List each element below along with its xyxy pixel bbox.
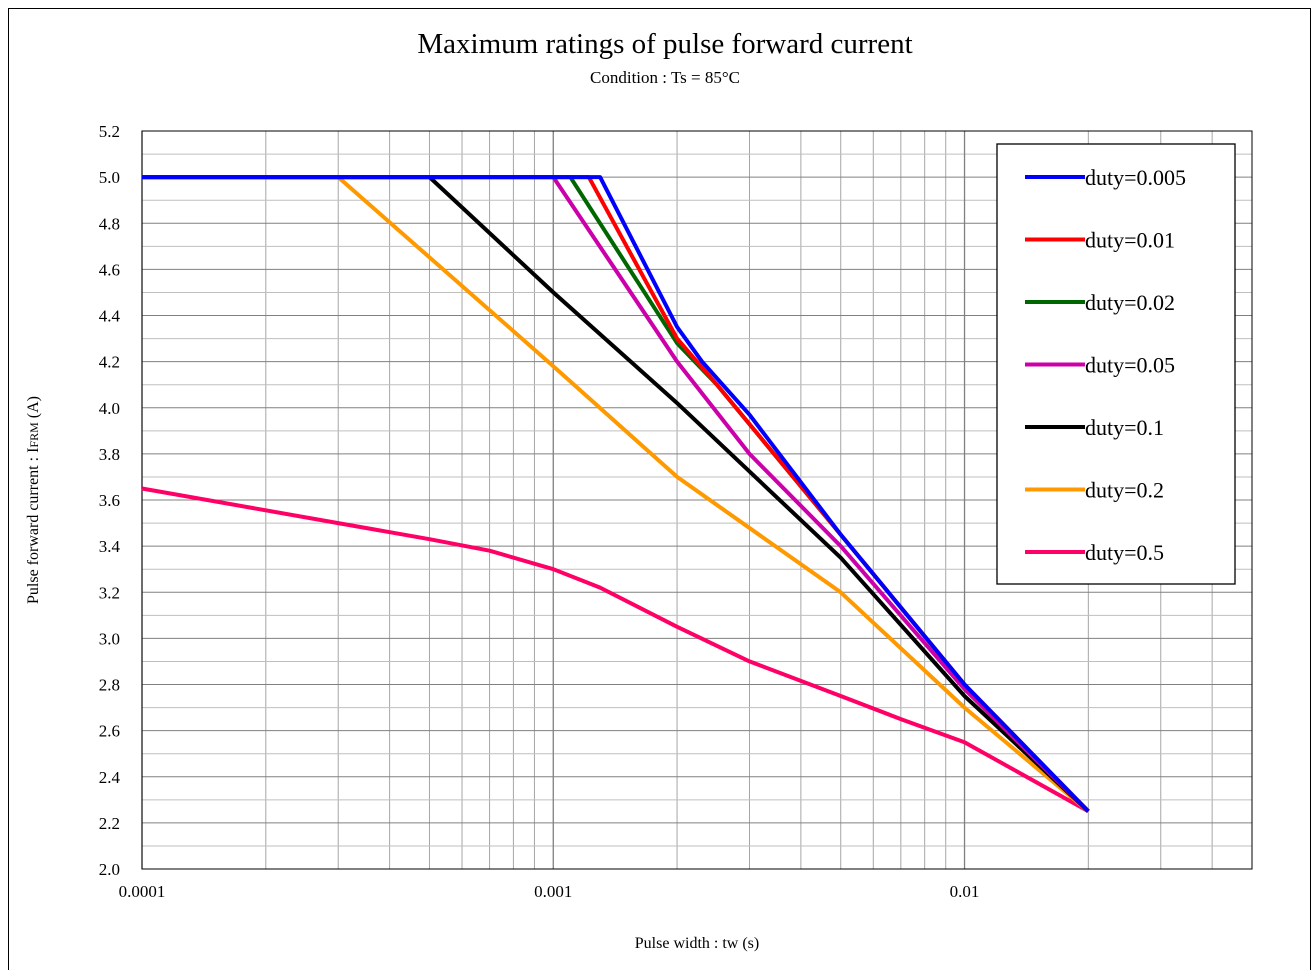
legend: duty=0.005 duty=0.01 duty=0.02 duty=0.05 dut… bbox=[996, 143, 1236, 585]
x-tick-label: 0.01 bbox=[950, 882, 980, 901]
legend-box bbox=[996, 143, 1236, 585]
y-tick-label: 4.4 bbox=[99, 307, 121, 326]
y-tick-label: 2.6 bbox=[99, 722, 120, 741]
y-axis-label-main: Pulse forward current : I bbox=[25, 448, 42, 604]
y-tick-label: 2.0 bbox=[99, 860, 120, 879]
legend-label: duty=0.01 bbox=[1085, 228, 1175, 253]
x-tick-label: 0.0001 bbox=[119, 882, 166, 901]
x-tick-label: 0.001 bbox=[534, 882, 572, 901]
legend-label: duty=0.5 bbox=[1085, 540, 1164, 565]
series-line bbox=[141, 486, 1090, 814]
y-tick-label: 3.8 bbox=[99, 445, 120, 464]
x-tick-labels: 0.0001 0.001 0.01 bbox=[119, 882, 980, 901]
chart-subtitle: Condition : Ts = 85°C bbox=[590, 68, 740, 87]
y-tick-labels: 2.0 2.2 2.4 2.6 2.8 3.0 3.2 3.4 3.6 3.8 4.0 4.2 4.4 4… bbox=[99, 122, 121, 879]
chart-frame bbox=[8, 8, 1311, 970]
y-axis-label: Pulse forward current : IFRM (A) bbox=[25, 396, 42, 604]
y-tick-label: 5.2 bbox=[99, 122, 120, 141]
series-line bbox=[142, 175, 1090, 813]
y-tick-label: 3.6 bbox=[99, 491, 120, 510]
y-axis-label-unit: (A) bbox=[25, 396, 42, 422]
y-tick-label: 4.0 bbox=[99, 399, 120, 418]
legend-label: duty=0.005 bbox=[1085, 165, 1186, 190]
y-tick-label: 3.0 bbox=[99, 629, 120, 648]
y-tick-label: 2.8 bbox=[99, 676, 120, 695]
series-layer bbox=[141, 175, 1090, 814]
plot-area bbox=[141, 130, 1253, 870]
y-tick-label: 2.2 bbox=[99, 814, 120, 833]
y-tick-label: 2.4 bbox=[99, 768, 121, 787]
y-axis-label-sub: FRM bbox=[27, 422, 41, 448]
legend-label: duty=0.02 bbox=[1085, 290, 1175, 315]
legend-label: duty=0.2 bbox=[1085, 478, 1164, 503]
chart-title: Maximum ratings of pulse forward current bbox=[417, 28, 913, 60]
y-tick-label: 4.6 bbox=[99, 260, 120, 279]
legend-label: duty=0.1 bbox=[1085, 415, 1164, 440]
series-line bbox=[142, 175, 1090, 813]
y-tick-label: 4.2 bbox=[99, 353, 120, 372]
x-axis-label: Pulse width : tw (s) bbox=[635, 935, 759, 952]
y-tick-label: 3.2 bbox=[99, 583, 120, 602]
y-tick-label: 3.4 bbox=[99, 537, 121, 556]
y-tick-label: 5.0 bbox=[99, 168, 120, 187]
legend-label: duty=0.05 bbox=[1085, 353, 1175, 378]
y-tick-label: 4.8 bbox=[99, 214, 120, 233]
